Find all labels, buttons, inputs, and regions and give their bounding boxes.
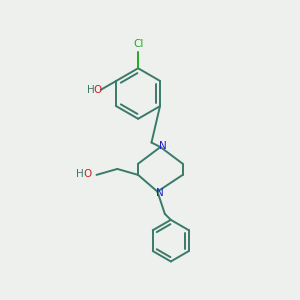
Text: H: H xyxy=(76,169,84,179)
Text: O: O xyxy=(94,85,102,95)
Text: N: N xyxy=(159,140,167,151)
Text: N: N xyxy=(156,188,164,198)
Text: Cl: Cl xyxy=(133,40,143,50)
Text: O: O xyxy=(83,169,92,179)
Text: H: H xyxy=(86,85,94,95)
